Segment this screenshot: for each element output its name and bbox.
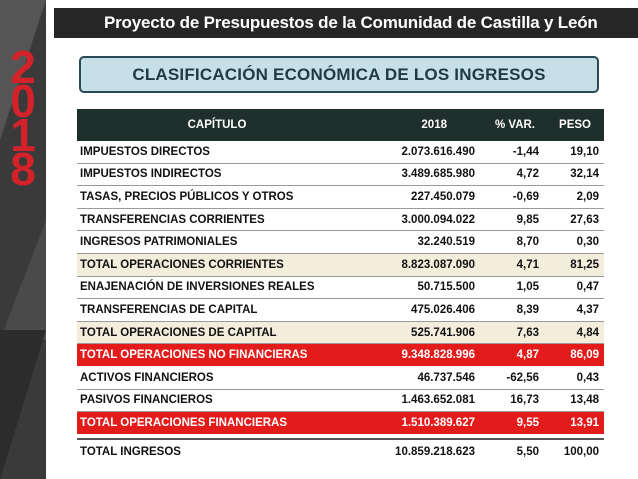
row-var-percent: -0,69 [512,190,539,203]
row-amount-2018: 50.715.500 [417,281,475,294]
row-label: ENAJENACIÓN DE INVERSIONES REALES [80,281,315,294]
row-var-percent: 8,70 [516,236,539,249]
side-decoration: 2 0 1 8 [0,0,46,479]
row-label: TOTAL INGRESOS [80,445,181,458]
row-var-percent: 4,72 [516,168,539,181]
row-weight: 100,00 [563,445,599,458]
column-header-capitulo: CAPÍTULO [187,119,247,131]
column-header-var: % VAR. [494,119,535,131]
row-weight: 0,47 [576,281,599,294]
row-label: TOTAL OPERACIONES DE CAPITAL [80,326,277,339]
column-header-peso: PESO [559,119,591,131]
row-var-percent: 9,55 [516,416,539,429]
row-amount-2018: 525.741.906 [411,326,475,339]
row-label: TRANSFERENCIAS CORRIENTES [80,213,265,226]
table-row: TOTAL INGRESOS 10.859.218.623 5,50 100,00 [77,437,604,464]
year-label: 2 0 1 8 [3,41,43,195]
row-weight: 2,09 [576,190,599,203]
row-label: INGRESOS PATRIMONIALES [80,236,238,249]
row-label: TASAS, PRECIOS PÚBLICOS Y OTROS [80,190,294,203]
table-row: TRANSFERENCIAS CORRIENTES 3.000.094.022 9,… [77,208,604,232]
row-var-percent: 4,87 [516,349,539,362]
year-digit: 8 [10,143,36,195]
row-amount-2018: 2.073.616.490 [401,145,475,158]
table-row: INGRESOS PATRIMONIALES 32.240.519 8,70 0,30 [77,231,604,254]
row-amount-2018: 3.000.094.022 [401,213,475,226]
row-weight: 4,37 [576,303,599,316]
row-var-percent: 9,85 [516,213,539,226]
row-weight: 27,63 [570,213,599,226]
row-amount-2018: 227.450.079 [411,190,475,203]
table-row: TOTAL OPERACIONES DE CAPITAL 525.741.906 7… [77,321,604,345]
year-digit: 0 [10,75,36,127]
table-row: IMPUESTOS INDIRECTOS 3.489.685.980 4,72 32,… [77,163,604,187]
row-weight: 4,84 [576,326,599,339]
row-label: IMPUESTOS DIRECTOS [80,145,210,158]
side-shape [0,330,46,479]
row-weight: 13,48 [570,394,599,407]
table-row: ACTIVOS FINANCIEROS 46.737.546 -62,56 0,43 [77,366,604,390]
table-row: PASIVOS FINANCIEROS 1.463.652.081 16,73 13,… [77,389,604,413]
row-label: ACTIVOS FINANCIEROS [80,371,214,384]
row-var-percent: 16,73 [510,394,539,407]
table-row: ENAJENACIÓN DE INVERSIONES REALES 50.715.… [77,276,604,300]
year-digit: 1 [10,109,36,161]
side-shape [0,220,46,340]
table-row: TRANSFERENCIAS DE CAPITAL 475.026.406 8,39… [77,299,604,322]
row-label: PASIVOS FINANCIEROS [80,394,213,407]
row-var-percent: -1,44 [512,145,539,158]
row-label: TOTAL OPERACIONES FINANCIERAS [80,416,288,429]
section-title: CLASIFICACIÓN ECONÓMICA DE LOS INGRESOS [132,64,546,84]
page-header: Proyecto de Presupuestos de la Comunidad… [54,8,638,38]
row-amount-2018: 9.348.828.996 [401,349,475,362]
row-weight: 0,30 [576,236,599,249]
row-label: TRANSFERENCIAS DE CAPITAL [80,303,258,316]
row-var-percent: 5,50 [516,445,539,458]
table-row: TASAS, PRECIOS PÚBLICOS Y OTROS 227.450.0… [77,186,604,209]
section-title-box: CLASIFICACIÓN ECONÓMICA DE LOS INGRESOS [79,56,599,93]
row-amount-2018: 8.823.087.090 [401,258,475,271]
income-table: CAPÍTULO 2018 % VAR. PESO IMPUESTOS DIRE… [77,109,604,464]
row-var-percent: -62,56 [506,371,539,384]
row-amount-2018: 46.737.546 [417,371,475,384]
table-header-row: CAPÍTULO 2018 % VAR. PESO [77,109,604,141]
row-var-percent: 8,39 [516,303,539,316]
row-label: TOTAL OPERACIONES NO FINANCIERAS [80,349,308,362]
table-row: IMPUESTOS DIRECTOS 2.073.616.490 -1,44 19,1… [77,141,604,164]
row-weight: 81,25 [570,258,599,271]
column-header-2018: 2018 [421,119,447,131]
row-weight: 86,09 [570,349,599,362]
row-label: IMPUESTOS INDIRECTOS [80,168,222,181]
table-row: TOTAL OPERACIONES CORRIENTES 8.823.087.09… [77,253,604,277]
row-weight: 32,14 [570,168,599,181]
row-amount-2018: 1.463.652.081 [401,394,475,407]
row-var-percent: 1,05 [516,281,539,294]
side-shape [0,0,46,140]
row-amount-2018: 10.859.218.623 [395,445,475,458]
row-amount-2018: 3.489.685.980 [401,168,475,181]
row-amount-2018: 1.510.389.627 [401,416,475,429]
table-row: TOTAL OPERACIONES NO FINANCIERAS 9.348.82… [77,344,604,367]
row-var-percent: 4,71 [516,258,539,271]
row-amount-2018: 475.026.406 [411,303,475,316]
row-amount-2018: 32.240.519 [417,236,475,249]
page-title: Proyecto de Presupuestos de la Comunidad… [104,13,598,32]
row-var-percent: 7,63 [516,326,539,339]
row-weight: 19,10 [570,145,599,158]
row-weight: 13,91 [570,416,599,429]
row-weight: 0,43 [576,371,599,384]
table-row: TOTAL OPERACIONES FINANCIERAS 1.510.389.6… [77,412,604,435]
year-digit: 2 [10,41,36,93]
row-label: TOTAL OPERACIONES CORRIENTES [80,258,284,271]
